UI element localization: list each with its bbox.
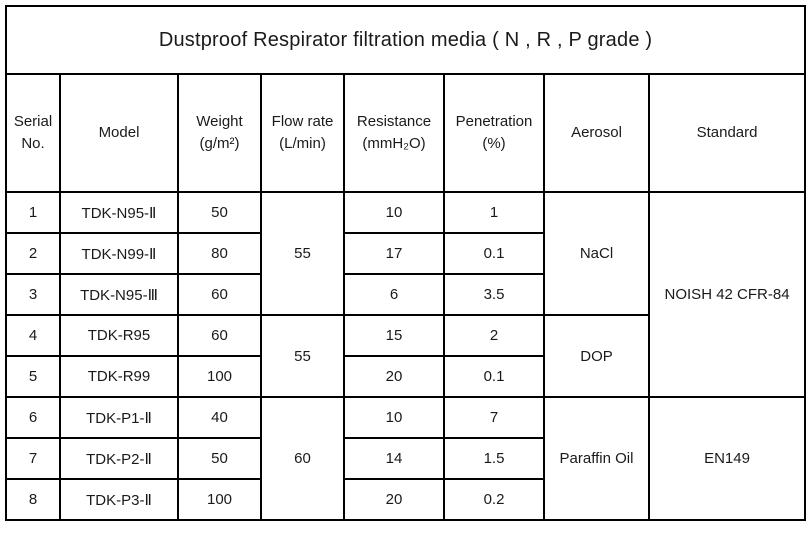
weight-cell: 80 xyxy=(177,232,262,275)
penetration-cell: 7 xyxy=(443,396,545,439)
table-row: 3 TDK-N95-Ⅲ 60 6 3.5 xyxy=(5,273,805,316)
standard-cell-en149: EN149 xyxy=(647,396,807,521)
header-penetration: Penetration (%) xyxy=(443,73,545,193)
table-row: 6 TDK-P1-Ⅱ 40 60 10 7 Paraffin Oil EN149 xyxy=(5,396,807,521)
model-cell: TDK-P1-Ⅱ xyxy=(59,396,179,439)
serial-cell: 2 xyxy=(5,232,61,275)
penetration-cell: 1 xyxy=(443,191,545,234)
flow-rate-cell-n-group: 55 xyxy=(260,191,345,316)
header-resistance: Resistance (mmH₂O) xyxy=(343,73,445,193)
serial-cell: 3 xyxy=(5,273,61,316)
penetration-cell: 0.2 xyxy=(443,478,545,521)
model-cell: TDK-P2-Ⅱ xyxy=(59,437,179,480)
aerosol-cell-paraffin-oil: Paraffin Oil xyxy=(543,396,650,521)
header-flow-rate: Flow rate (L/min) xyxy=(260,73,345,193)
table-title: Dustproof Respirator filtration media ( … xyxy=(4,5,807,75)
table-row: 4 TDK-R95 60 55 15 2 DOP xyxy=(5,314,805,398)
penetration-cell: 3.5 xyxy=(443,273,545,316)
serial-cell: 8 xyxy=(5,478,61,521)
header-weight: Weight (g/m²) xyxy=(177,73,262,193)
filtration-media-table: Dustproof Respirator filtration media ( … xyxy=(4,5,807,521)
table-row: 5 TDK-R99 100 20 0.1 xyxy=(5,355,805,398)
standard-cell-noish: NOISH 42 CFR-84 xyxy=(647,191,807,398)
model-cell: TDK-N95-Ⅲ xyxy=(59,273,179,316)
resistance-cell: 14 xyxy=(343,437,445,480)
table-row: 8 TDK-P3-Ⅱ 100 20 0.2 xyxy=(5,478,805,521)
table-row: 1 TDK-N95-Ⅱ 50 55 10 1 NaCl NOISH 42 CFR… xyxy=(5,191,807,398)
resistance-cell: 6 xyxy=(343,273,445,316)
resistance-cell: 20 xyxy=(343,478,445,521)
weight-cell: 60 xyxy=(177,314,262,357)
model-cell: TDK-R99 xyxy=(59,355,179,398)
resistance-cell: 10 xyxy=(343,396,445,439)
weight-cell: 50 xyxy=(177,191,262,234)
resistance-cell: 10 xyxy=(343,191,445,234)
model-cell: TDK-N95-Ⅱ xyxy=(59,191,179,234)
header-row: Serial No. Model Weight (g/m²) Flow rate… xyxy=(5,73,807,193)
model-cell: TDK-R95 xyxy=(59,314,179,357)
weight-cell: 50 xyxy=(177,437,262,480)
title-row: Dustproof Respirator filtration media ( … xyxy=(4,5,807,75)
model-cell: TDK-N99-Ⅱ xyxy=(59,232,179,275)
header-aerosol: Aerosol xyxy=(543,73,650,193)
weight-cell: 100 xyxy=(177,478,262,521)
resistance-cell: 17 xyxy=(343,232,445,275)
weight-cell: 100 xyxy=(177,355,262,398)
aerosol-cell-dop: DOP xyxy=(543,314,650,398)
table-row: 7 TDK-P2-Ⅱ 50 14 1.5 xyxy=(5,437,805,480)
penetration-cell: 2 xyxy=(443,314,545,357)
flow-rate-cell-p-group: 60 xyxy=(260,396,345,521)
penetration-cell: 0.1 xyxy=(443,355,545,398)
penetration-cell: 0.1 xyxy=(443,232,545,275)
model-cell: TDK-P3-Ⅱ xyxy=(59,478,179,521)
weight-cell: 40 xyxy=(177,396,262,439)
penetration-cell: 1.5 xyxy=(443,437,545,480)
header-model: Model xyxy=(59,73,179,193)
serial-cell: 6 xyxy=(5,396,61,439)
serial-cell: 1 xyxy=(5,191,61,234)
resistance-cell: 15 xyxy=(343,314,445,357)
table-row: 2 TDK-N99-Ⅱ 80 17 0.1 xyxy=(5,232,805,275)
serial-cell: 7 xyxy=(5,437,61,480)
weight-cell: 60 xyxy=(177,273,262,316)
resistance-cell: 20 xyxy=(343,355,445,398)
serial-cell: 5 xyxy=(5,355,61,398)
flow-rate-cell-r-group: 55 xyxy=(260,314,345,398)
header-standard: Standard xyxy=(647,73,807,193)
aerosol-cell-nacl: NaCl xyxy=(543,191,650,316)
serial-cell: 4 xyxy=(5,314,61,357)
header-serial-no: Serial No. xyxy=(5,73,61,193)
